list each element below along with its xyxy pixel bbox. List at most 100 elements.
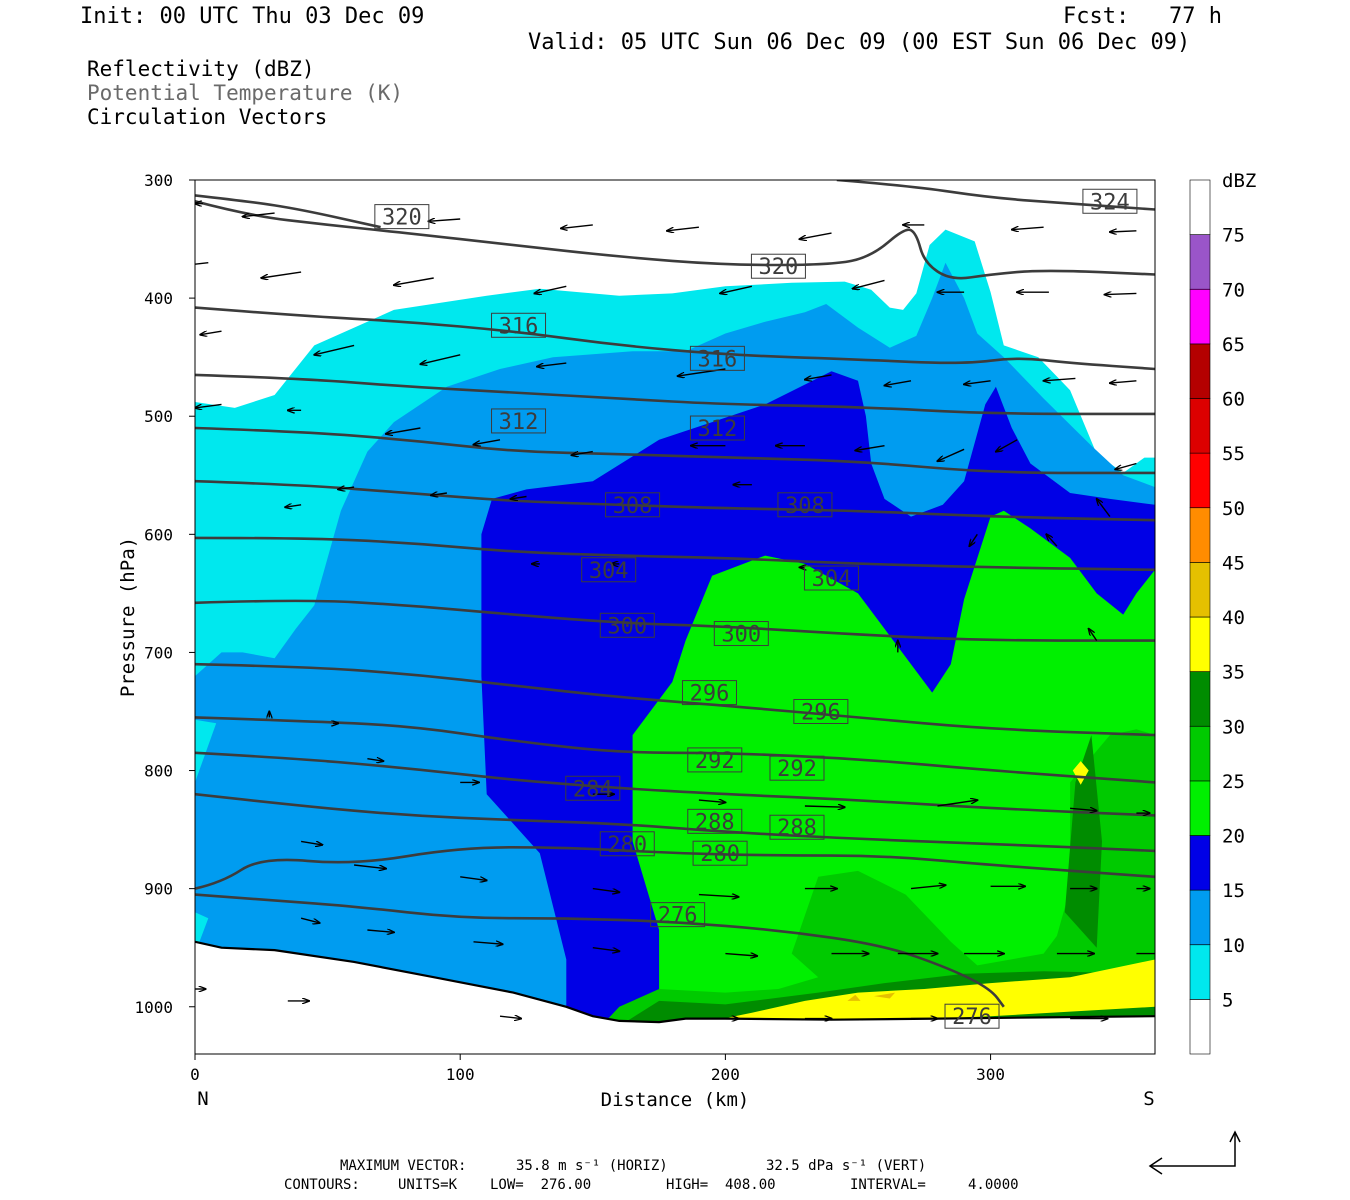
colorbar-swatch-40 xyxy=(1189,562,1211,618)
colorbar-label: 10 xyxy=(1222,935,1245,957)
colorbar-label: 70 xyxy=(1222,279,1245,301)
contour-label-304: 304 xyxy=(581,557,637,584)
circulation-vector xyxy=(354,864,386,869)
colorbar-label: 60 xyxy=(1222,389,1245,411)
contour-label-text: 308 xyxy=(613,494,653,519)
field-vectors-label: Circulation Vectors xyxy=(87,105,328,129)
contour-label-280: 280 xyxy=(692,840,748,867)
circulation-vector xyxy=(367,759,383,761)
y-tick-label: 1000 xyxy=(134,998,173,1017)
circulation-vector xyxy=(460,876,487,881)
circulation-vector xyxy=(300,840,322,845)
contour-label-276: 276 xyxy=(944,1003,1000,1030)
colorbar-swatch-35 xyxy=(1189,616,1211,672)
circulation-vectors xyxy=(195,204,1155,1019)
circulation-vector xyxy=(537,362,567,367)
colorbar-label: 20 xyxy=(1222,826,1245,848)
circulation-vector xyxy=(592,887,620,893)
contour-label-324: 324 xyxy=(1082,188,1138,215)
init-time-text: Init: 00 UTC Thu 03 Dec 09 xyxy=(80,4,425,29)
colorbar-swatch-45 xyxy=(1189,507,1211,563)
circulation-vector xyxy=(937,800,978,807)
colorbar-swatch-60 xyxy=(1189,343,1211,399)
circulation-vector xyxy=(1110,231,1137,232)
theta-contour-312 xyxy=(195,426,1155,475)
circulation-vector xyxy=(969,533,978,546)
x-axis-label: Distance (km) xyxy=(601,1089,750,1111)
colorbar-label: 45 xyxy=(1222,552,1245,574)
reference-vector-icon xyxy=(1148,1130,1241,1175)
contour-label-308: 308 xyxy=(777,492,833,519)
circulation-vector xyxy=(1105,293,1137,294)
colorbar-label: 50 xyxy=(1222,498,1245,520)
circulation-vector xyxy=(534,285,567,293)
colorbar-label: 55 xyxy=(1222,443,1245,465)
contour-label-320: 320 xyxy=(374,204,430,231)
contour-label-276: 276 xyxy=(650,902,706,929)
theta-contour-284 xyxy=(195,792,1155,853)
theta-contour-308 xyxy=(195,479,1155,522)
contour-label-text: 276 xyxy=(952,1005,992,1030)
axes: 300 400 500 600 700 800 900 1000 0 100 200 300 N S Dis… xyxy=(117,171,1155,1111)
contour-label-text: 296 xyxy=(690,682,730,707)
theta-contour-300 xyxy=(195,599,1155,642)
circulation-vector xyxy=(1089,629,1098,641)
circulation-vector xyxy=(572,450,593,456)
contours-label: CONTOURS: xyxy=(284,1177,360,1193)
terrain-mask xyxy=(195,940,1155,1054)
y-tick-label: 900 xyxy=(144,880,173,899)
contour-label-304: 304 xyxy=(803,565,859,592)
theta-contour-318 xyxy=(195,306,1155,371)
colorbar-swatch-15 xyxy=(1189,835,1211,891)
contour-label-text: 288 xyxy=(695,810,735,835)
colorbar-label: 25 xyxy=(1222,771,1245,793)
colorbar-label: 75 xyxy=(1222,225,1245,247)
colorbar-swatch-55 xyxy=(1189,398,1211,454)
circulation-vector xyxy=(698,800,726,802)
circulation-vector xyxy=(474,439,501,445)
contour-label-284: 284 xyxy=(565,775,621,802)
colorbar-swatch-5 xyxy=(1189,944,1211,1000)
contours-units: UNITS=K xyxy=(398,1177,458,1193)
circulation-vector xyxy=(853,279,885,288)
theta-contour-316 xyxy=(195,373,1155,416)
valid-time-text: Valid: 05 UTC Sun 06 Dec 09 (00 EST Sun … xyxy=(528,30,1191,55)
contours-high: HIGH= 408.00 xyxy=(666,1177,776,1193)
circulation-vector xyxy=(910,885,946,890)
colorbar-label: 30 xyxy=(1222,716,1245,738)
contour-label-300: 300 xyxy=(713,621,769,648)
contour-label-text: 304 xyxy=(812,567,852,592)
contour-label-text: 280 xyxy=(700,842,740,867)
contour-label-text: 308 xyxy=(785,494,825,519)
circulation-vector xyxy=(855,445,885,451)
circulation-vector xyxy=(499,1016,521,1018)
theta-contour-324 xyxy=(836,180,1155,211)
contour-label-text: 320 xyxy=(759,255,799,280)
circulation-vector xyxy=(800,232,832,239)
contour-label-312: 312 xyxy=(491,408,547,435)
circulation-vector xyxy=(667,226,699,231)
circulation-vector xyxy=(804,806,845,807)
reflectivity-region-35-dbz xyxy=(712,959,1155,1021)
contour-label-text: 320 xyxy=(382,206,422,231)
contour-label-text: 276 xyxy=(658,904,698,929)
contour-label-text: 316 xyxy=(499,314,539,339)
field-reflectivity-label: Reflectivity (dBZ) xyxy=(87,57,315,81)
circulation-vector xyxy=(1012,227,1044,229)
theta-contour-320 xyxy=(195,200,1155,280)
contour-label-320: 320 xyxy=(750,253,806,280)
circulation-vector xyxy=(996,439,1018,452)
theta-contour-304 xyxy=(195,536,1155,572)
circulation-vector xyxy=(195,403,222,408)
contour-label-text: 300 xyxy=(607,614,647,639)
contour-label-316: 316 xyxy=(491,312,547,339)
circulation-vector xyxy=(314,344,355,354)
contour-label-text: 296 xyxy=(801,700,841,725)
circulation-vector xyxy=(285,505,302,507)
colorbar-swatch-70 xyxy=(1189,234,1211,290)
terrain-surface xyxy=(195,940,1155,1024)
circulation-vector xyxy=(243,212,275,217)
colorbar-legend: 5 10 15 20 25 30 35 40 45 50 55 60 65 70 75 dBZ xyxy=(1189,170,1256,1055)
contour-label-text: 312 xyxy=(698,417,738,442)
contour-label-text: 292 xyxy=(777,757,817,782)
